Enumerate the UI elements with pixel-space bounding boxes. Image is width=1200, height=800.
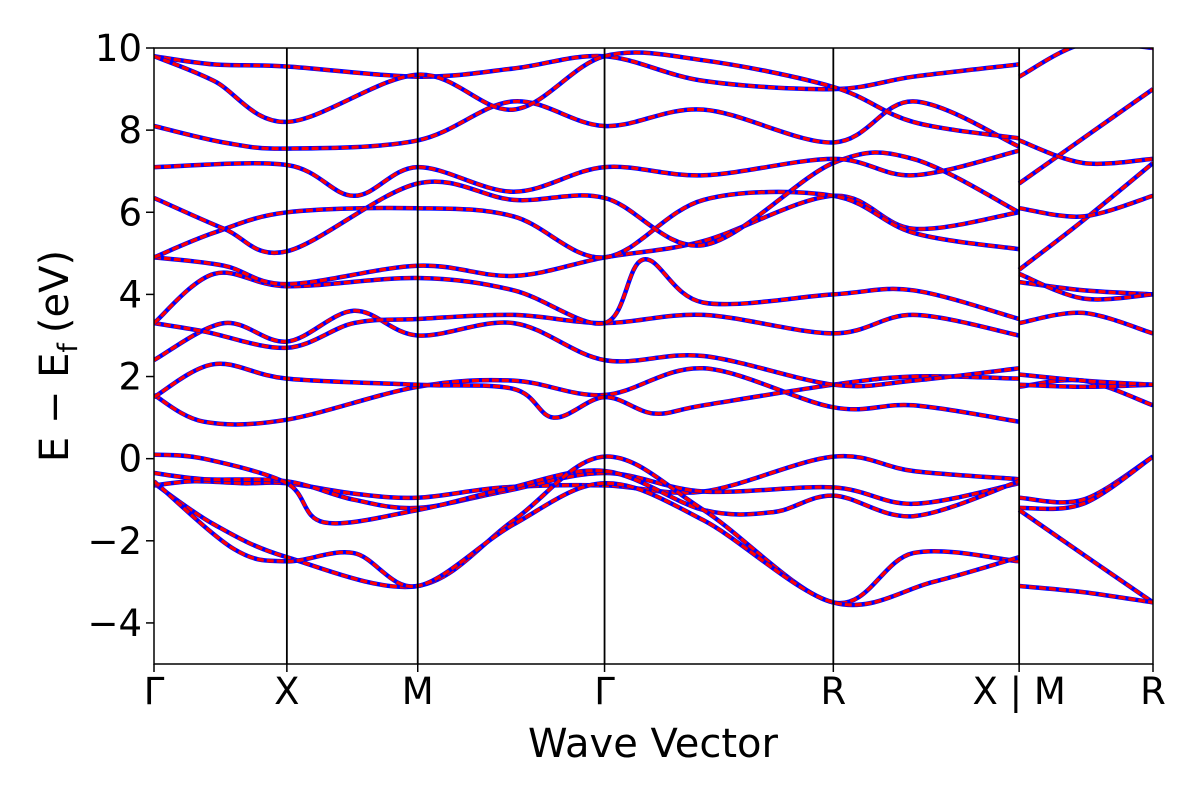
band-line-red-14	[154, 99, 1020, 151]
band-line-blue-14	[154, 99, 1021, 151]
x-tick-label-6: R	[1140, 670, 1166, 713]
y-tick-label-0: −4	[87, 602, 142, 645]
x-tick-label-5: X | M	[973, 670, 1066, 713]
plot-frame	[153, 47, 1154, 665]
y-axis-ticks: −4 −2 0 2 4 6 8 10	[87, 27, 154, 645]
band-line-blue-1	[154, 470, 1020, 511]
x-tick-label-4: R	[820, 670, 846, 713]
band-line-red-25	[1018, 280, 1153, 296]
band-line-red-4	[154, 480, 1020, 607]
band-line-red-9	[154, 257, 1020, 326]
band-line-red-12	[154, 150, 1020, 255]
y-axis-label-main: E − E	[32, 353, 78, 463]
y-axis-label: E − Ef (eV)	[32, 250, 84, 462]
band-line-red-10	[154, 194, 1020, 286]
band-line-blue-17	[1018, 454, 1153, 505]
y-axis-label-unit: (eV)	[32, 250, 78, 333]
band-line-red-31	[1018, 48, 1153, 79]
band-line-red-18	[1019, 455, 1153, 511]
band-line-red-24	[1018, 311, 1153, 335]
band-line-blue-15	[154, 53, 1020, 92]
y-tick-label-3: 2	[118, 356, 142, 399]
band-line-red-20	[1018, 584, 1153, 604]
band-line-red-5	[154, 366, 1020, 427]
band-line-red-11	[154, 190, 1020, 260]
band-line-blue-6	[154, 361, 1020, 420]
band-line-red-13	[154, 149, 1020, 198]
y-tick-label-2: 0	[118, 438, 142, 481]
band-line-red-17	[1018, 455, 1153, 504]
y-tick-label-5: 6	[118, 191, 142, 234]
band-line-blue-10	[154, 193, 1020, 287]
band-line-blue-24	[1018, 310, 1153, 336]
y-tick-label-4: 4	[118, 273, 142, 316]
band-line-red-26	[1018, 272, 1153, 302]
high-symmetry-lines	[285, 48, 1021, 664]
x-tick-label-3: Γ	[594, 670, 615, 713]
band-line-red-22	[1019, 383, 1153, 389]
band-series-layer	[154, 48, 1153, 608]
band-line-red-15	[154, 54, 1020, 91]
band-line-red-7	[154, 309, 1020, 388]
y-tick-label-1: −2	[87, 520, 142, 563]
band-line-red-29	[1018, 87, 1153, 185]
band-line-blue-9	[154, 257, 1020, 326]
y-tick-label-7: 10	[95, 27, 142, 70]
y-axis-label-subscript: f	[53, 342, 84, 353]
x-tick-label-2: M	[402, 670, 434, 713]
x-axis-label: Wave Vector	[528, 721, 779, 767]
band-line-red-19	[1018, 508, 1153, 604]
band-line-red-28	[1018, 194, 1153, 219]
y-tick-label-6: 8	[118, 109, 142, 152]
band-line-red-16	[154, 50, 1020, 140]
band-line-red-30	[1018, 138, 1153, 166]
x-tick-label-1: X	[274, 670, 299, 713]
band-line-red-6	[154, 362, 1020, 420]
band-line-red-23	[1018, 372, 1153, 387]
x-tick-label-0: Γ	[144, 670, 165, 713]
band-line-blue-11	[154, 189, 1020, 260]
band-line-red-3	[154, 454, 1020, 605]
band-line-blue-30	[1018, 138, 1153, 167]
x-axis-ticks: Γ X M Γ R X | M R	[144, 664, 1166, 713]
band-line-red-8	[154, 313, 1020, 350]
band-line-blue-3	[154, 454, 1020, 606]
band-line-red-27	[1018, 161, 1153, 272]
band-line-blue-12	[154, 150, 1021, 256]
